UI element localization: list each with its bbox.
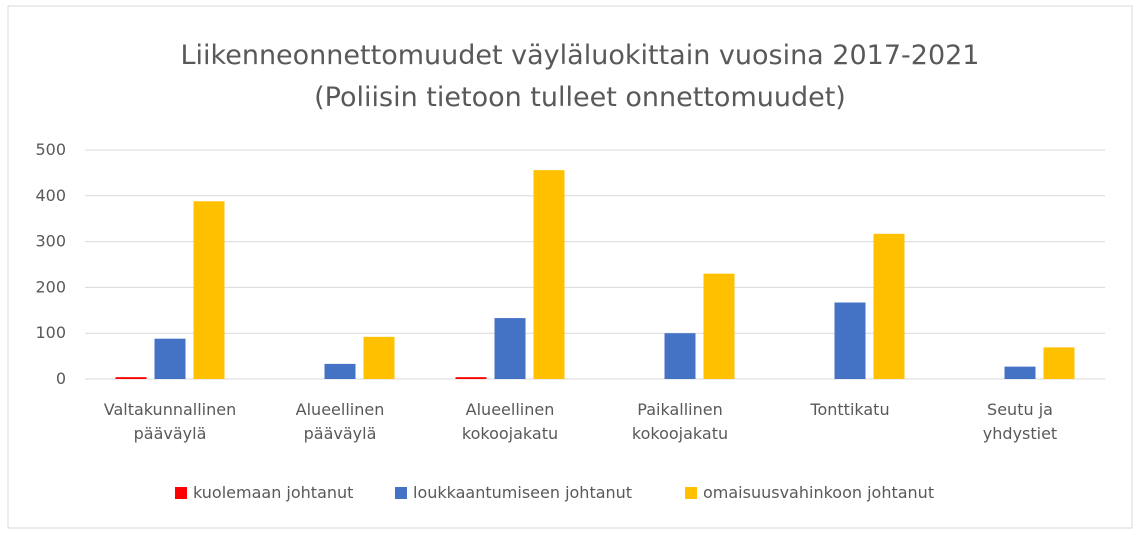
bar [703,273,735,379]
bar [1004,366,1036,379]
bar [324,363,356,379]
bar [494,318,526,379]
legend-swatch [175,487,187,499]
legend-swatch [685,487,697,499]
bar [1043,347,1075,379]
y-tick-label: 500 [35,140,66,159]
legend-swatch [395,487,407,499]
bar [533,170,565,379]
y-tick-label: 200 [35,277,66,296]
x-tick-label: Paikallinen kokoojakatu [632,400,728,443]
x-tick-label: Alueellinen pääväylä [296,400,385,443]
bar [154,338,186,379]
bar [834,302,866,379]
bar [873,233,905,379]
x-tick-label: Valtakunnallinen pääväylä [104,400,237,443]
y-tick-label: 100 [35,323,66,342]
bar [455,377,487,379]
y-tick-label: 400 [35,185,66,204]
bar [193,201,225,379]
legend-label: omaisuusvahinkoon johtanut [703,483,934,502]
y-tick-label: 300 [35,231,66,250]
y-tick-label: 0 [56,369,66,388]
bar [363,336,395,379]
bar [664,333,696,379]
x-tick-label: Alueellinen kokoojakatu [462,400,558,443]
bar [115,377,147,379]
x-tick-label: Seutu ja yhdystiet [983,400,1057,443]
legend-label: kuolemaan johtanut [193,483,353,502]
x-tick-label: Tonttikatu [809,400,889,419]
legend-label: loukkaantumiseen johtanut [413,483,632,502]
chart-title: Liikenneonnettomuudet väyläluokittain vu… [181,40,980,113]
